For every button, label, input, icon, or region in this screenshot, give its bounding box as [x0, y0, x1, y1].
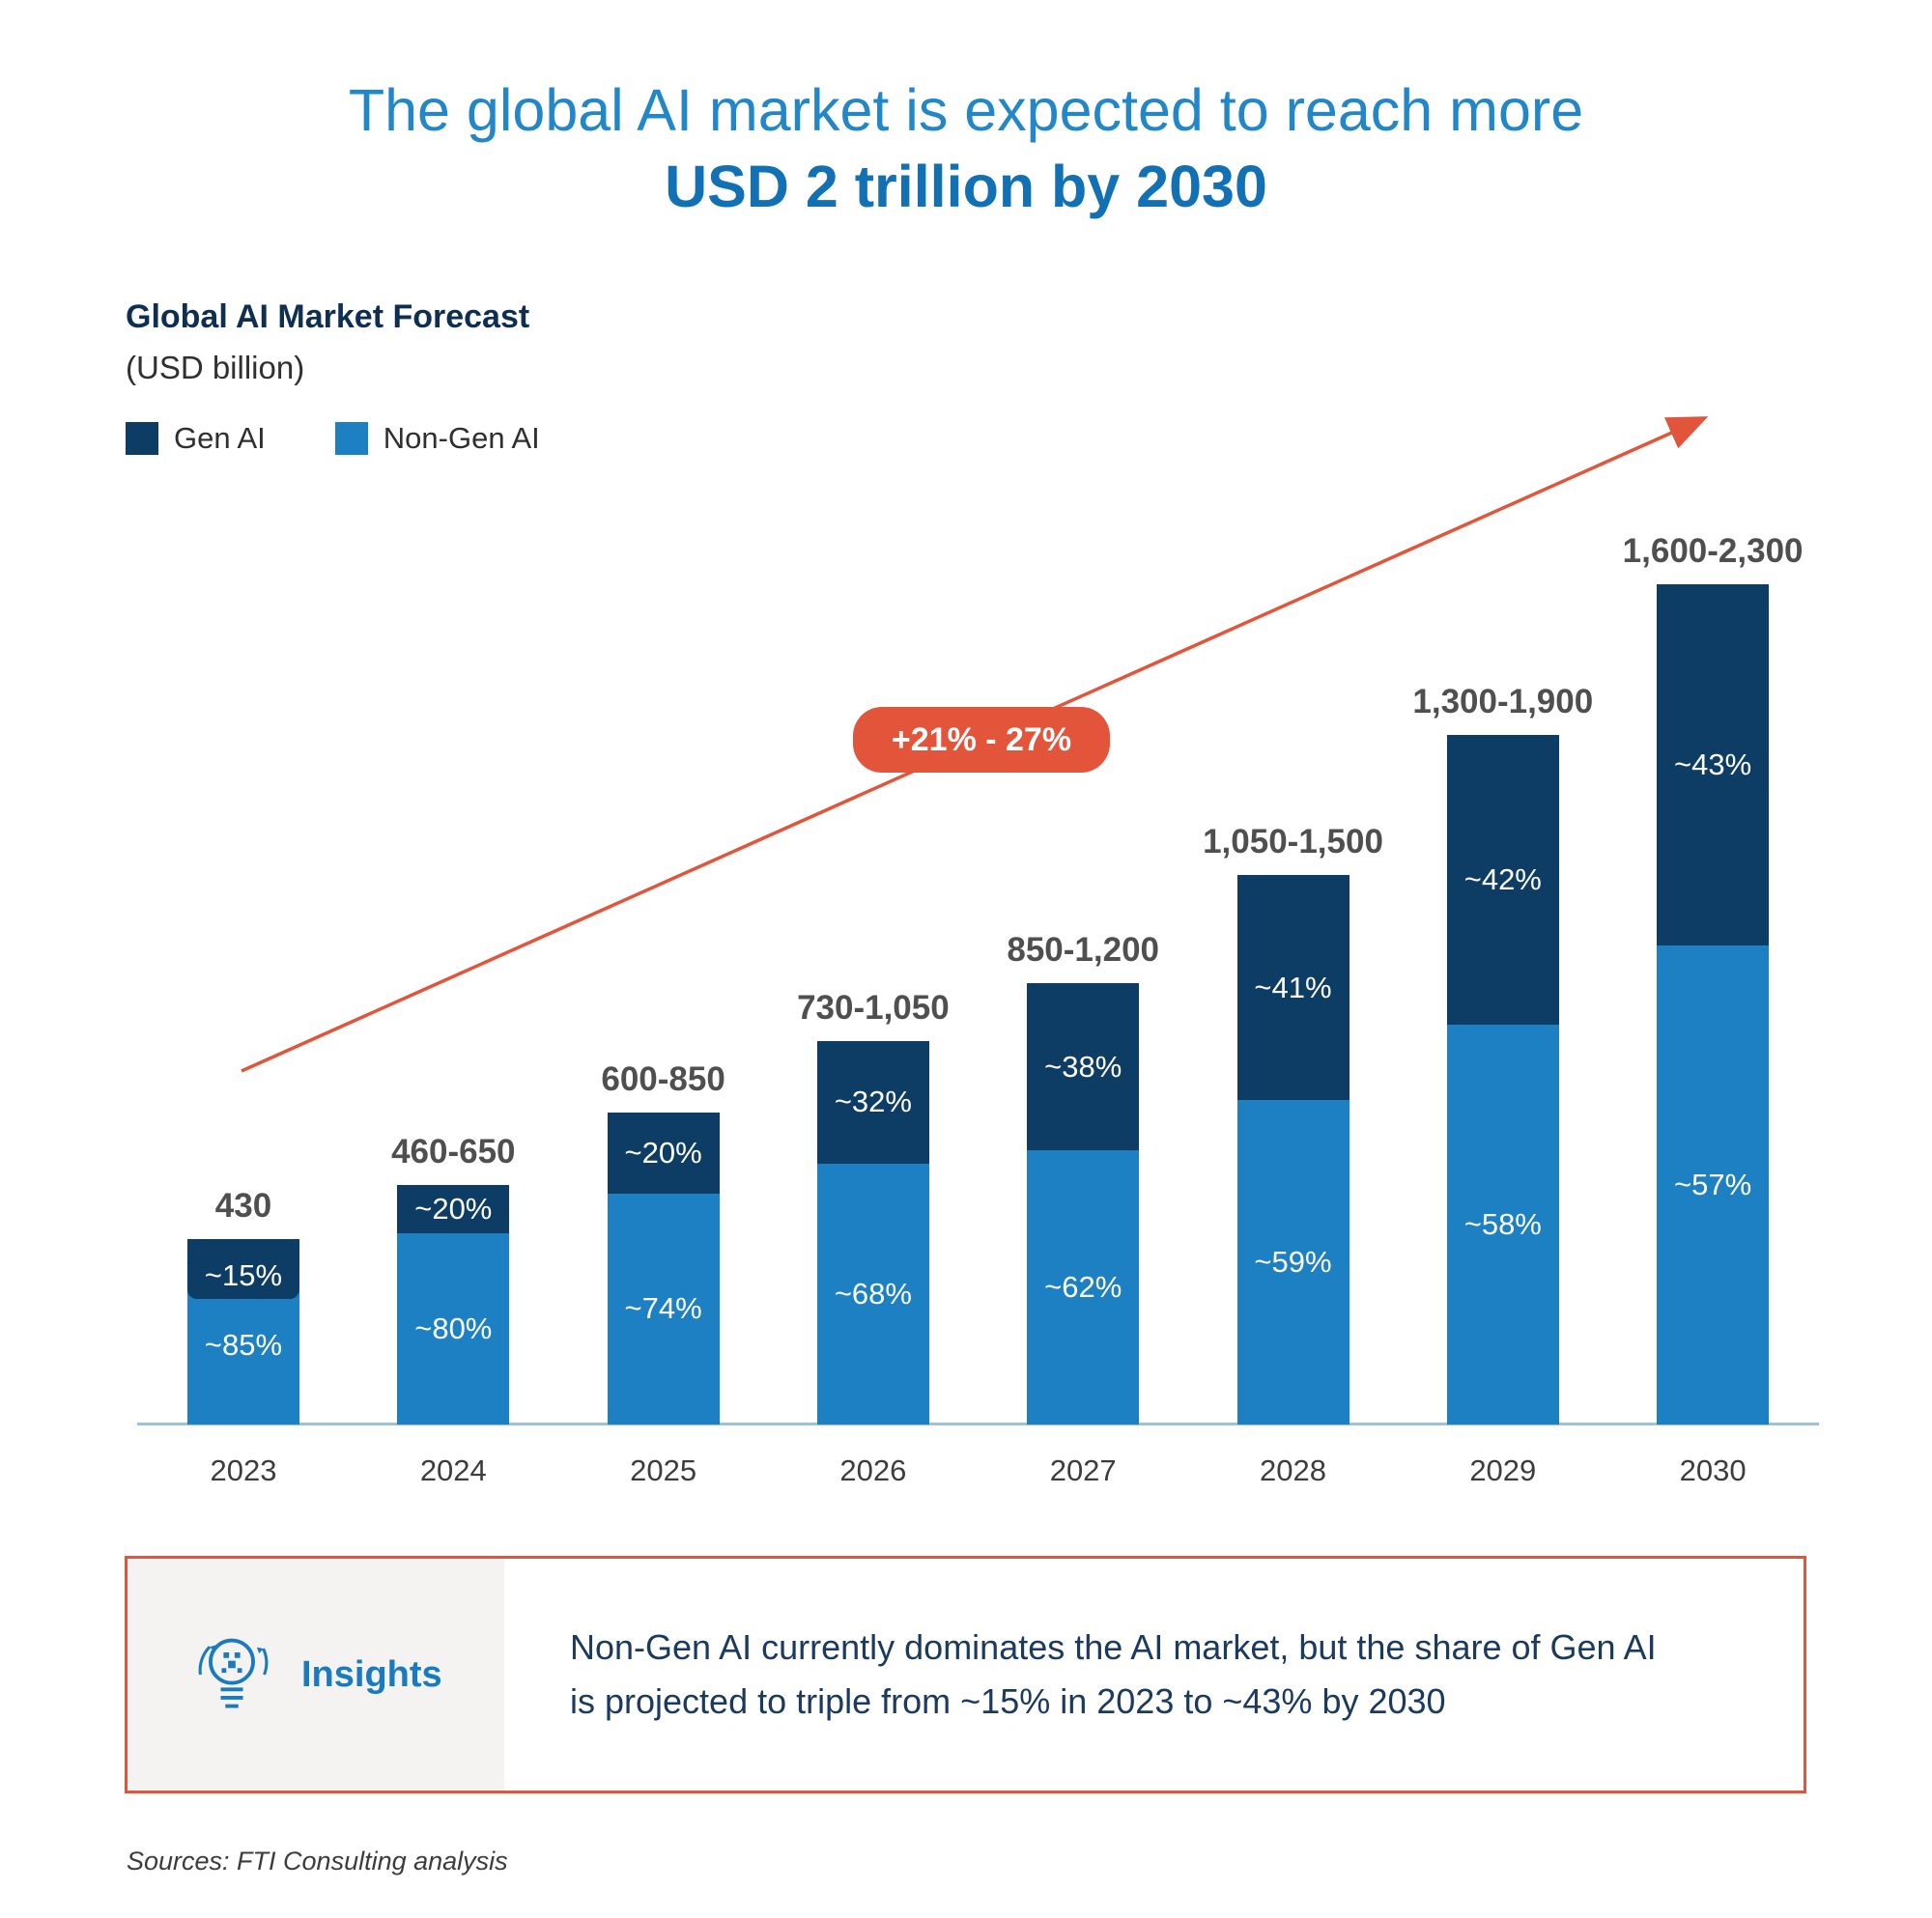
bar-2030: ~43% ~57% — [1657, 584, 1770, 1424]
insights-box: Insights Non-Gen AI currently dominates … — [125, 1556, 1806, 1793]
non-gen-ai-segment-2028: ~59% — [1236, 1100, 1350, 1424]
insights-label: Insights — [301, 1653, 442, 1695]
insights-body: Non-Gen AI currently dominates the AI ma… — [504, 1559, 1804, 1791]
total-label-2026: 730-1,050 — [797, 988, 950, 1027]
total-label-2027: 850-1,200 — [1007, 930, 1159, 969]
insights-text-line2: is projected to triple from ~15% in 2023… — [570, 1681, 1446, 1721]
year-label-2025: 2025 — [630, 1453, 697, 1487]
non-gen-ai-segment-2024: ~80% — [397, 1232, 510, 1424]
gen-ai-segment-2024: ~20% — [397, 1185, 510, 1233]
total-label-2023: 430 — [214, 1187, 272, 1226]
non-gen-ai-segment-2026: ~68% — [816, 1164, 929, 1424]
chart-heading: Global AI Market Forecast — [126, 298, 530, 335]
bar-2023: ~15% ~85% — [186, 1239, 300, 1424]
bar-2026: ~32% ~68% — [816, 1040, 929, 1424]
non-gen-ai-segment-2025: ~74% — [607, 1193, 720, 1424]
total-label-2030: 1,600-2,300 — [1622, 532, 1804, 570]
year-label-2028: 2028 — [1260, 1453, 1326, 1487]
insights-left-panel: Insights — [128, 1559, 504, 1791]
year-label-2027: 2027 — [1049, 1453, 1117, 1487]
bar-2029: ~42% ~58% — [1446, 735, 1559, 1424]
chart-unit-label: (USD billion) — [126, 350, 305, 385]
year-label-2026: 2026 — [839, 1453, 907, 1487]
year-label-2024: 2024 — [419, 1453, 487, 1487]
bar-2024: ~20% ~80% — [397, 1185, 510, 1424]
gen-ai-segment-2025: ~20% — [607, 1112, 720, 1194]
gen-ai-segment-2030: ~43% — [1657, 584, 1770, 946]
main-title-line1: The global AI market is expected to reac… — [348, 77, 1584, 143]
total-label-2025: 600-850 — [601, 1059, 725, 1098]
bar-2028: ~41% ~59% — [1236, 875, 1350, 1424]
gen-ai-segment-2027: ~38% — [1027, 982, 1140, 1151]
gen-ai-segment-2028: ~41% — [1236, 875, 1350, 1101]
non-gen-ai-segment-2027: ~62% — [1027, 1150, 1140, 1424]
gen-ai-segment-2026: ~32% — [816, 1040, 929, 1164]
gen-ai-swatch — [126, 422, 158, 455]
year-label-2023: 2023 — [210, 1453, 277, 1487]
non-gen-ai-segment-2029: ~58% — [1446, 1024, 1559, 1424]
year-label-2029: 2029 — [1469, 1453, 1537, 1487]
insights-text-line1: Non-Gen AI currently dominates the AI ma… — [570, 1627, 1657, 1667]
bar-2027: ~38% ~62% — [1027, 982, 1140, 1424]
x-axis-line — [137, 1423, 1819, 1425]
growth-rate-badge: +21% - 27% — [853, 707, 1110, 773]
non-gen-ai-segment-2030: ~57% — [1657, 945, 1770, 1424]
year-label-2030: 2030 — [1679, 1453, 1747, 1487]
gen-ai-segment-2029: ~42% — [1446, 735, 1559, 1025]
sources-note: Sources: FTI Consulting analysis — [127, 1847, 508, 1876]
total-label-2029: 1,300-1,900 — [1412, 683, 1594, 721]
insights-lightbulb-icon — [198, 1638, 269, 1708]
gen-ai-pct-badge-2023: ~15% — [186, 1253, 300, 1300]
total-label-2024: 460-650 — [391, 1133, 516, 1171]
total-label-2028: 1,050-1,500 — [1203, 823, 1383, 861]
bar-2025: ~20% ~74% — [607, 1112, 720, 1424]
main-title: The global AI market is expected to reac… — [0, 75, 1932, 216]
main-title-line2: USD 2 trillion by 2030 — [665, 154, 1267, 219]
